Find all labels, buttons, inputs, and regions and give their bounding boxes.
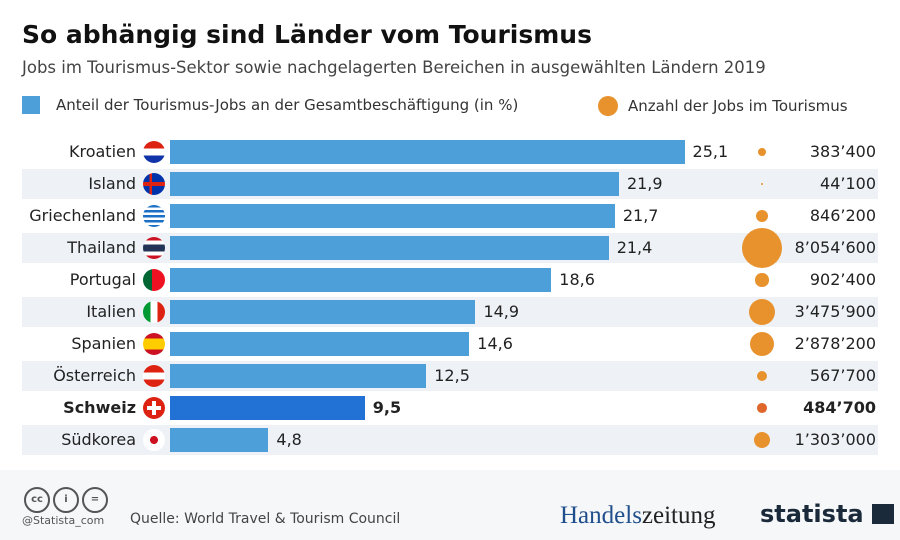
- by-icon: i: [53, 487, 79, 513]
- jobs-value-label: 1’303’000: [794, 430, 876, 449]
- table-row: Kroatien 25,1 383’400: [22, 137, 878, 167]
- jobs-value-label: 846’200: [809, 206, 876, 225]
- bar: [170, 428, 269, 452]
- bar-value-label: 4,8: [276, 430, 302, 449]
- country-label: Schweiz: [63, 398, 136, 417]
- bubble: [748, 298, 776, 326]
- jobs-value-label: 2’878’200: [794, 334, 876, 353]
- bar: [170, 140, 685, 164]
- chart-title: So abhängig sind Länder vom Tourismus: [22, 20, 592, 49]
- country-label: Österreich: [53, 366, 136, 385]
- flag-es-icon: [143, 333, 165, 355]
- bubble: [760, 182, 764, 186]
- country-label: Griechenland: [29, 206, 136, 225]
- jobs-value-label: 8’054’600: [794, 238, 876, 257]
- legend-bubbles-label: Anzahl der Jobs im Tourismus: [628, 97, 848, 115]
- bar: [170, 364, 427, 388]
- table-row: Österreich 12,5 567’700: [22, 361, 878, 391]
- cc-icon: cc: [24, 487, 50, 513]
- bar: [170, 396, 365, 420]
- bubble: [750, 332, 774, 356]
- flag-hr-icon: [143, 141, 165, 163]
- table-row: Island 21,9 44’100: [22, 169, 878, 199]
- flag-pt-icon: [143, 269, 165, 291]
- statista-logo: statista: [760, 500, 894, 528]
- bubble: [742, 228, 782, 268]
- bar: [170, 172, 619, 196]
- jobs-value-label: 383’400: [809, 142, 876, 161]
- bar-value-label: 12,5: [434, 366, 470, 385]
- footer: [0, 470, 900, 540]
- bar-value-label: 21,4: [616, 238, 653, 257]
- bar-value-label: 21,9: [626, 174, 663, 193]
- jobs-value-label: 902’400: [809, 270, 876, 289]
- country-label: Spanien: [71, 334, 136, 353]
- bar-value-label: 21,7: [622, 206, 659, 225]
- flag-th-icon: [143, 237, 165, 259]
- bubble: [757, 403, 767, 413]
- source: Quelle: World Travel & Tourism Council: [130, 511, 401, 527]
- table-row: Südkorea 4,8 1’303’000: [22, 425, 878, 455]
- bar: [170, 332, 470, 356]
- bar-value-label: 14,9: [483, 302, 520, 321]
- bubble: [755, 209, 769, 223]
- bar: [170, 300, 476, 324]
- bar: [170, 268, 552, 292]
- flag-at-icon: [143, 365, 165, 387]
- flag-kr-icon: [143, 429, 165, 451]
- table-row: Portugal 18,6 902’400: [22, 265, 878, 295]
- bar: [170, 236, 609, 260]
- flag-ch-icon: [143, 397, 165, 419]
- table-row: Spanien 14,6 2’878’200: [22, 329, 878, 359]
- bubble: [756, 370, 768, 382]
- flag-gr-icon: [143, 205, 165, 227]
- nd-icon: =: [82, 487, 108, 513]
- bubble: [757, 147, 767, 157]
- bar-value-label: 25,1: [692, 142, 729, 161]
- bubble: [753, 431, 771, 449]
- country-label: Kroatien: [68, 142, 136, 161]
- statista-handle: @Statista_com: [22, 514, 105, 527]
- country-label: Portugal: [69, 270, 136, 289]
- bar-value-label: 9,5: [372, 398, 402, 417]
- chart-subtitle: Jobs im Tourismus-Sektor sowie nachgelag…: [22, 58, 766, 77]
- table-row: Schweiz 9,5 484’700: [22, 393, 878, 423]
- legend-circle-icon: [598, 96, 618, 116]
- legend-bubbles: Anzahl der Jobs im Tourismus: [598, 96, 848, 116]
- jobs-value-label: 567’700: [809, 366, 876, 385]
- legend-square-icon: [22, 96, 40, 114]
- flag-is-icon: [143, 173, 165, 195]
- handelszeitung-logo: Handelszeitung: [560, 502, 716, 529]
- jobs-value-label: 484’700: [803, 398, 876, 417]
- jobs-value-label: 3’475’900: [794, 302, 876, 321]
- jobs-value-label: 44’100: [820, 174, 876, 193]
- bar-value-label: 14,6: [477, 334, 513, 353]
- statista-logo-icon: [871, 504, 894, 524]
- legend-bars: Anteil der Tourismus-Jobs an der Gesamtb…: [22, 96, 518, 114]
- country-label: Island: [88, 174, 136, 193]
- table-row: Italien 14,9 3’475’900: [22, 297, 878, 327]
- legend-bars-label: Anteil der Tourismus-Jobs an der Gesamtb…: [56, 96, 519, 114]
- bar: [170, 204, 615, 228]
- bubble: [755, 273, 769, 287]
- country-label: Thailand: [67, 238, 136, 257]
- bar-value-label: 18,6: [559, 270, 595, 289]
- country-label: Italien: [86, 302, 136, 321]
- country-label: Südkorea: [61, 430, 136, 449]
- flag-it-icon: [143, 301, 165, 323]
- table-row: Thailand 21,4 8’054’600: [22, 228, 878, 268]
- table-row: Griechenland 21,7 846’200: [22, 201, 878, 231]
